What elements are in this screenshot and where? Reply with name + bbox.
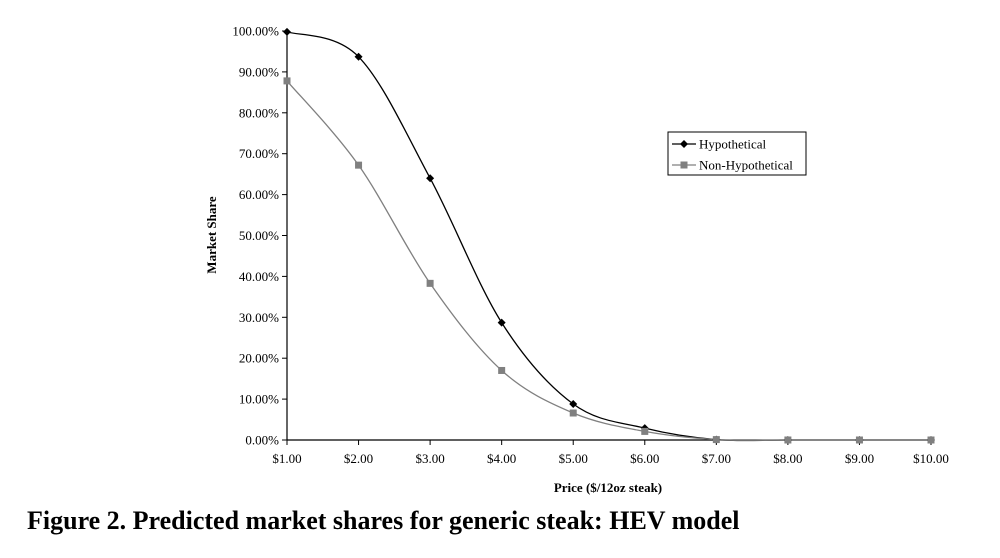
- x-tick-label: $5.00: [559, 451, 588, 466]
- x-tick-label: $6.00: [630, 451, 659, 466]
- x-tick-label: $9.00: [845, 451, 874, 466]
- data-point-hypothetical: [497, 318, 506, 327]
- legend-box: [667, 131, 807, 176]
- y-axis-label: Market Share: [204, 196, 219, 274]
- data-point-non-hypothetical: [927, 436, 935, 444]
- y-tick-label: 70.00%: [239, 146, 279, 161]
- x-tick-label: $4.00: [487, 451, 516, 466]
- data-point-hypothetical: [354, 52, 363, 61]
- figure-caption: Figure 2. Predicted market shares for ge…: [27, 506, 740, 535]
- axes: 0.00% 10.00% 20.00% 30.00% 40.00% 50.00% 60.00…: [232, 24, 948, 467]
- data-point-non-hypothetical: [426, 279, 434, 287]
- data-point-non-hypothetical: [355, 161, 363, 169]
- series-line-hypothetical: [286, 31, 931, 442]
- y-tick-label: 90.00%: [239, 64, 279, 79]
- legend-label-non-hypothetical: Non-Hypothetical: [699, 158, 793, 173]
- series-line-non-hypothetical: [286, 80, 931, 441]
- y-tick-label: 50.00%: [239, 228, 279, 243]
- data-point-non-hypothetical: [855, 436, 863, 444]
- x-tick-label: $1.00: [272, 451, 301, 466]
- data-point-non-hypothetical: [641, 427, 649, 435]
- legend-marker-non-hypothetical: [680, 161, 688, 169]
- x-tick-label: $2.00: [344, 451, 373, 466]
- y-tick-label: 40.00%: [239, 269, 279, 284]
- x-tick-label: $3.00: [415, 451, 444, 466]
- x-tick-label: $10.00: [913, 451, 949, 466]
- data-point-non-hypothetical: [784, 436, 792, 444]
- data-point-non-hypothetical: [712, 436, 720, 444]
- series-lines: [286, 31, 931, 442]
- y-tick-label: 10.00%: [239, 392, 279, 407]
- y-tick-label: 60.00%: [239, 187, 279, 202]
- data-point-non-hypothetical: [283, 77, 291, 85]
- data-point-hypothetical: [283, 27, 291, 36]
- y-tick-label: 80.00%: [239, 105, 279, 120]
- data-point-hypothetical: [426, 174, 435, 183]
- x-tick-label: $7.00: [702, 451, 731, 466]
- x-axis-label: Price ($/12oz steak): [554, 480, 662, 495]
- data-markers: [283, 27, 935, 444]
- y-tick-label: 30.00%: [239, 310, 279, 325]
- legend: Hypothetical Non-Hypothetical: [667, 131, 807, 176]
- data-point-non-hypothetical: [569, 409, 577, 417]
- legend-marker-hypothetical: [680, 140, 688, 148]
- y-tick-label: 0.00%: [245, 433, 279, 448]
- y-tick-label: 100.00%: [232, 24, 279, 39]
- y-tick-label: 20.00%: [239, 351, 279, 366]
- data-point-non-hypothetical: [498, 366, 506, 374]
- data-point-hypothetical: [569, 400, 578, 409]
- x-tick-label: $8.00: [773, 451, 802, 466]
- legend-label-hypothetical: Hypothetical: [699, 137, 767, 152]
- market-share-chart: 0.00% 10.00% 20.00% 30.00% 40.00% 50.00% 60.00…: [204, 24, 949, 496]
